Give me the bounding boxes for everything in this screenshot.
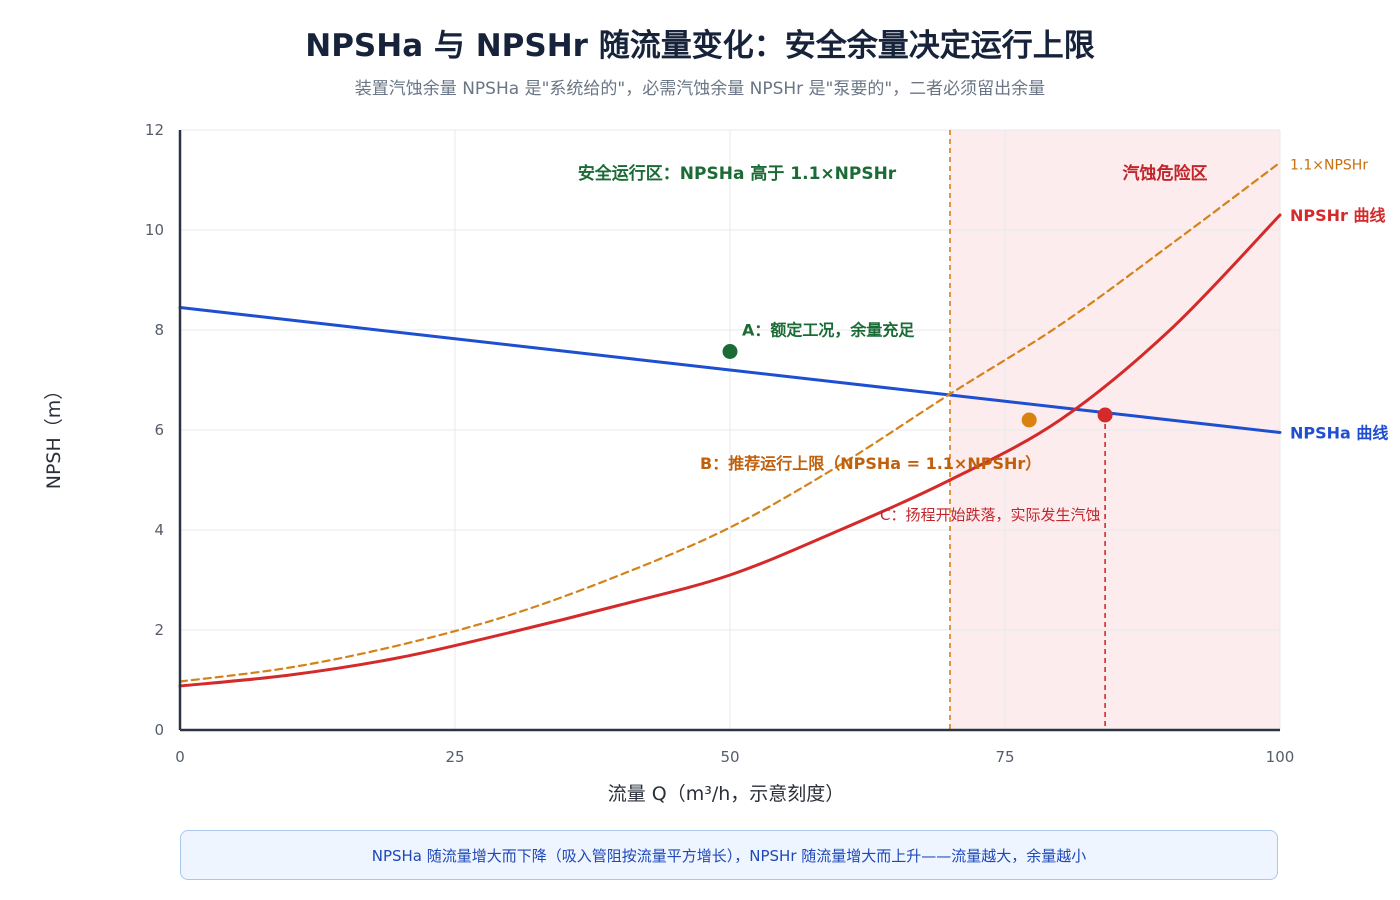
point-c-label: C：扬程开始跌落，实际发生汽蚀 [880, 506, 1100, 524]
danger-region-label: 汽蚀危险区 [1123, 163, 1208, 184]
y-tick-label: 10 [145, 221, 164, 239]
point-a [722, 344, 738, 359]
y-axis-label: NPSH（m） [43, 381, 65, 490]
point-b-label: B：推荐运行上限（NPSHa = 1.1×NPSHr） [700, 454, 1041, 473]
x-tick-label: 25 [445, 748, 464, 766]
x-tick-label: 75 [995, 748, 1014, 766]
npshr-line [178, 213, 1282, 688]
npsha-line [178, 306, 1282, 434]
y-tick-label: 6 [154, 421, 164, 439]
y-tick-label: 12 [145, 121, 164, 139]
npsh-chart: NPSHa 与 NPSHr 随流量变化：安全余量决定运行上限 装置汽蚀余量 NP… [43, 28, 1388, 805]
margin-series-label: 1.1×NPSHr [1290, 158, 1368, 174]
x-tick-label: 0 [175, 748, 185, 766]
x-axis-label: 流量 Q（m³/h，示意刻度） [608, 783, 845, 805]
x-tick-label: 50 [720, 748, 739, 766]
footer-note: NPSHa 随流量增大而下降（吸入管阻按流量平方增长），NPSHr 随流量增大而… [180, 830, 1278, 880]
point-c [1097, 407, 1113, 423]
point-a-label: A：额定工况，余量充足 [742, 321, 915, 340]
point-b [1021, 412, 1037, 428]
npshr-series-label: NPSHr 曲线 [1290, 206, 1386, 225]
x-tick-label: 100 [1266, 748, 1295, 766]
y-tick-label: 4 [154, 521, 164, 539]
npsha-series-label: NPSHa 曲线 [1290, 424, 1388, 443]
chart-title: NPSHa 与 NPSHr 随流量变化：安全余量决定运行上限 [305, 28, 1094, 64]
y-tick-label: 2 [154, 621, 164, 639]
footer-note-text: NPSHa 随流量增大而下降（吸入管阻按流量平方增长），NPSHr 随流量增大而… [371, 846, 1087, 865]
chart-subtitle: 装置汽蚀余量 NPSHa 是"系统给的"，必需汽蚀余量 NPSHr 是"泵要的"… [355, 79, 1045, 99]
npshr-margin-line [178, 161, 1282, 683]
y-tick-label: 8 [154, 321, 164, 339]
y-tick-label: 0 [154, 721, 164, 739]
safe-region-label: 安全运行区：NPSHa 高于 1.1×NPSHr [578, 163, 897, 184]
